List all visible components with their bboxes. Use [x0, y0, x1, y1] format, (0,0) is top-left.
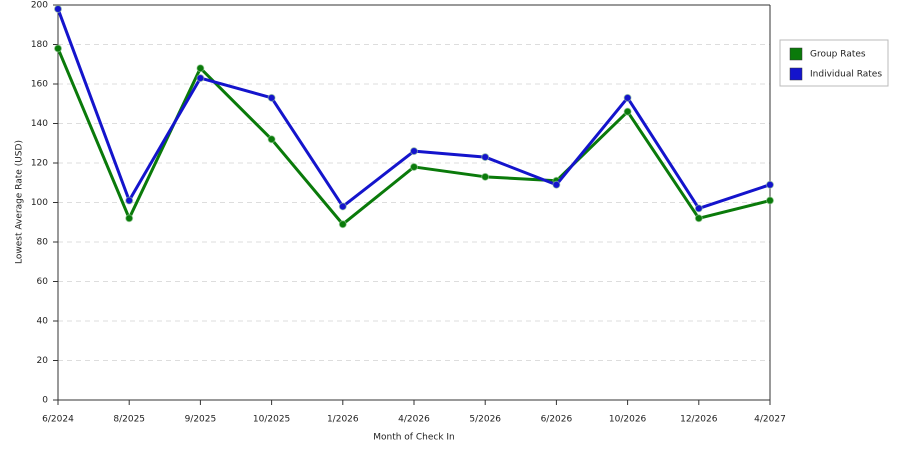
x-tick-label: 6/2024	[42, 415, 74, 425]
y-tick-label: 160	[31, 80, 48, 90]
y-tick-label: 20	[37, 356, 49, 366]
data-point	[623, 93, 632, 102]
legend-label: Group Rates	[810, 50, 866, 60]
data-point	[196, 64, 205, 73]
legend-label: Individual Rates	[810, 70, 882, 80]
y-tick-label: 140	[31, 119, 48, 129]
y-tick-label: 120	[31, 159, 48, 169]
legend-swatch	[789, 47, 803, 61]
data-point	[125, 214, 134, 223]
y-tick-label: 180	[31, 40, 48, 50]
y-tick-label: 80	[37, 238, 49, 248]
data-point	[338, 202, 347, 211]
x-tick-label: 9/2025	[185, 415, 217, 425]
series-line	[56, 8, 771, 210]
y-axis-label: Lowest Average Rate (USD)	[15, 140, 25, 264]
y-tick-label: 0	[42, 396, 48, 406]
data-point	[196, 74, 205, 83]
legend-swatch	[789, 67, 803, 81]
data-point	[481, 172, 490, 181]
x-axis-label: Month of Check In	[373, 433, 455, 443]
x-tick-label: 12/2026	[680, 415, 718, 425]
y-tick-label: 60	[37, 277, 49, 287]
x-tick-label: 10/2025	[253, 415, 290, 425]
y-tick-label: 40	[37, 317, 49, 327]
data-point	[54, 44, 62, 53]
x-tick-label: 4/2026	[398, 415, 430, 425]
data-point	[552, 180, 561, 189]
x-tick-label: 5/2026	[469, 415, 501, 425]
y-tick-label: 100	[31, 198, 48, 208]
data-point	[338, 220, 347, 229]
x-tick-label: 8/2025	[113, 415, 145, 425]
data-point	[623, 107, 632, 116]
data-point	[54, 4, 62, 13]
data-point	[766, 196, 774, 205]
x-tick-label: 6/2026	[541, 415, 573, 425]
data-point	[410, 147, 418, 156]
x-tick-label: 10/2026	[609, 415, 647, 425]
data-point	[267, 135, 276, 144]
y-tick-label: 200	[31, 1, 48, 11]
data-point	[267, 93, 276, 102]
data-point	[481, 153, 490, 162]
x-tick-label: 4/2027	[754, 415, 786, 425]
data-point	[125, 196, 134, 205]
data-point	[410, 162, 418, 171]
data-point	[766, 180, 774, 189]
x-tick-label: 1/2026	[327, 415, 359, 425]
data-point	[694, 214, 703, 223]
data-point	[694, 204, 703, 213]
